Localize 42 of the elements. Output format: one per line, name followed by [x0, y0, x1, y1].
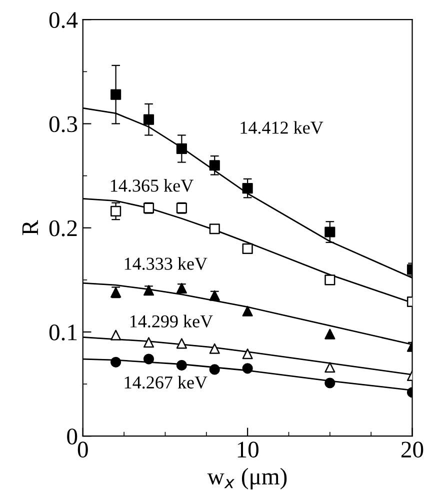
- point: [242, 243, 253, 254]
- point: [324, 378, 336, 388]
- y-axis-title: R: [22, 220, 38, 236]
- point: [143, 354, 154, 364]
- x-tick-label: 10: [238, 442, 258, 458]
- point: [209, 290, 220, 301]
- point: [110, 89, 122, 100]
- point: [110, 330, 122, 340]
- point: [209, 343, 220, 354]
- series-label: 14.267 keV: [124, 376, 208, 389]
- series-label: 14.365 keV: [110, 179, 194, 192]
- point: [176, 360, 187, 371]
- point: [143, 337, 154, 348]
- point: [242, 363, 253, 374]
- point: [110, 206, 122, 216]
- x-tick-label: 0: [78, 442, 88, 458]
- series-label: 14.412 keV: [240, 121, 324, 134]
- x-axis-title: w$_{x}$ (μm): [207, 468, 287, 490]
- point: [143, 114, 154, 125]
- point: [324, 328, 336, 340]
- y-tick-label: 0.3: [49, 116, 78, 132]
- y-tick-label: 0.4: [49, 12, 78, 28]
- y-tick-label: 0: [67, 428, 78, 445]
- point: [242, 348, 253, 360]
- series-label: 14.299 keV: [130, 314, 213, 328]
- point: [242, 306, 253, 316]
- point: [176, 143, 187, 154]
- y-tick-label: 0.1: [49, 324, 77, 341]
- point: [209, 364, 220, 375]
- x-tick-label: 20: [401, 442, 424, 458]
- point: [324, 274, 336, 286]
- point: [110, 356, 122, 368]
- y-tick-label: 0.2: [49, 220, 77, 236]
- point: [209, 224, 220, 234]
- point: [324, 226, 336, 238]
- point: [242, 183, 253, 194]
- point: [209, 160, 220, 171]
- point: [176, 338, 187, 349]
- point: [176, 282, 187, 294]
- series-label: 14.333 keV: [124, 257, 208, 270]
- point: [324, 362, 336, 373]
- point: [143, 285, 154, 296]
